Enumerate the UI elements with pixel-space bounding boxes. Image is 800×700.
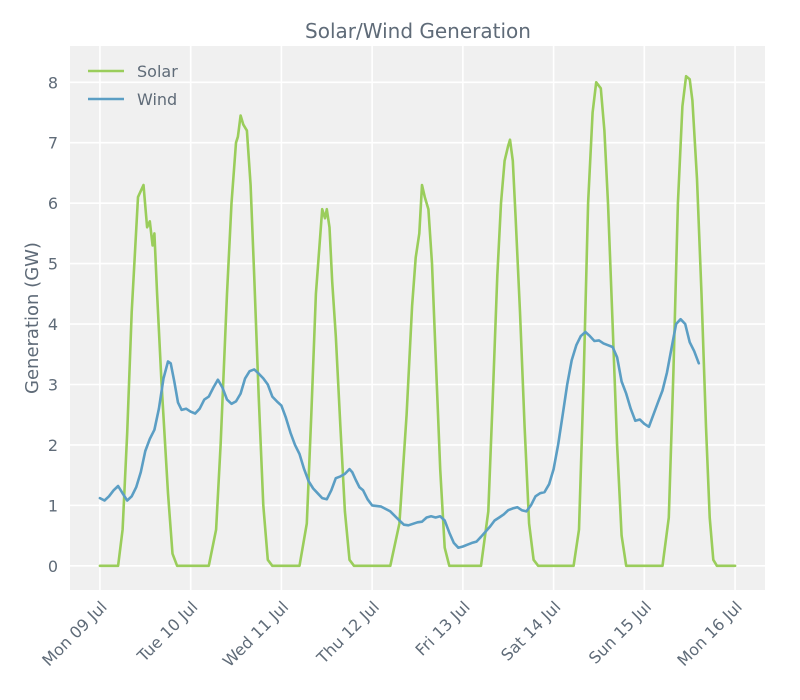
y-tick-label: 6 bbox=[48, 194, 58, 213]
legend-label-wind: Wind bbox=[137, 90, 177, 109]
legend: Solar Wind bbox=[88, 62, 178, 109]
y-tick-label: 7 bbox=[48, 134, 58, 153]
y-tick-label: 8 bbox=[48, 73, 58, 92]
y-axis-label: Generation (GW) bbox=[22, 242, 43, 394]
y-tick-label: 5 bbox=[48, 255, 58, 274]
y-tick-label: 3 bbox=[48, 375, 58, 394]
plot-area bbox=[70, 46, 765, 590]
y-tick-label: 4 bbox=[48, 315, 58, 334]
y-tick-label: 0 bbox=[48, 557, 58, 576]
legend-label-solar: Solar bbox=[137, 62, 178, 81]
series-line-wind bbox=[98, 317, 701, 549]
series-group bbox=[98, 74, 737, 568]
series-line-solar bbox=[98, 74, 737, 568]
y-axis: 0 1 2 3 4 5 6 7 8 bbox=[48, 73, 58, 576]
chart-title: Solar/Wind Generation bbox=[305, 19, 531, 43]
y-tick-label: 2 bbox=[48, 436, 58, 455]
y-tick-label: 1 bbox=[48, 496, 58, 515]
